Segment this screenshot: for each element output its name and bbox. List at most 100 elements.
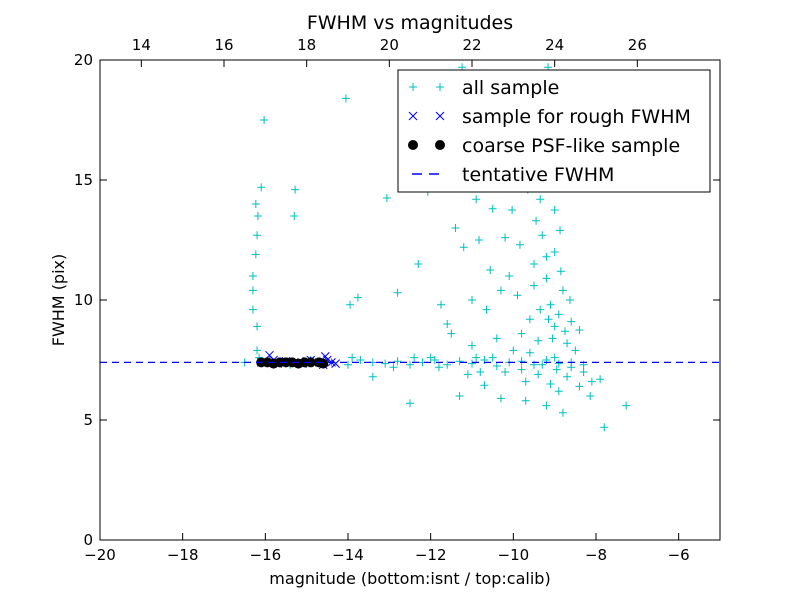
x-tick-label: −14 <box>332 546 364 564</box>
data-point-plus <box>554 359 563 368</box>
data-point-plus <box>486 266 495 274</box>
legend-marker-icon <box>435 140 445 150</box>
data-point-plus <box>538 231 547 240</box>
data-point-plus <box>579 368 588 376</box>
x-tick-label: −10 <box>498 546 530 564</box>
data-point-plus <box>475 236 484 244</box>
data-point-plus <box>382 194 391 202</box>
data-point-plus <box>393 288 402 297</box>
data-point-plus <box>556 267 565 276</box>
data-point-plus <box>501 368 510 376</box>
data-point-plus <box>517 329 526 338</box>
data-point-plus <box>463 370 472 379</box>
data-point-plus <box>515 240 524 249</box>
data-point-plus <box>550 248 559 256</box>
data-point-plus <box>406 360 414 369</box>
data-point-crdotss <box>331 359 340 368</box>
legend-label: tentative FWHM <box>462 164 614 186</box>
top-x-tick-label: 24 <box>545 36 564 54</box>
data-point-plus <box>561 327 569 336</box>
x-tick-label: −6 <box>668 546 690 564</box>
data-point-plus <box>443 360 452 369</box>
top-x-tick-label: 26 <box>628 36 647 54</box>
data-point-plus <box>532 216 541 225</box>
data-point-plus <box>546 300 555 309</box>
x-axis-label: magnitude (bottom:isnt / top:calib) <box>269 569 550 588</box>
data-point-plus <box>253 346 262 355</box>
data-point-plus <box>434 363 443 372</box>
data-point-plus <box>248 272 257 280</box>
data-point-plus <box>600 423 609 432</box>
data-point-plus <box>492 362 501 370</box>
data-point-plus <box>536 305 545 314</box>
data-point-plus <box>554 387 563 396</box>
legend-marker-icon <box>435 111 445 121</box>
top-x-tick-label: 20 <box>380 36 399 54</box>
data-point-plus <box>410 353 419 362</box>
data-point-plus <box>544 315 553 324</box>
data-point-plus <box>437 300 445 309</box>
data-point-plus <box>501 233 510 242</box>
data-point-plus <box>341 94 350 103</box>
data-point-plus <box>554 310 563 319</box>
data-point-plus <box>530 260 538 268</box>
data-point-plus <box>290 212 299 220</box>
data-point-plus <box>455 392 464 400</box>
top-x-tick-label: 18 <box>297 36 316 54</box>
data-point-plus <box>558 408 567 417</box>
data-point-plus <box>517 357 526 366</box>
data-point-plus <box>459 243 468 252</box>
data-point-plus <box>505 272 514 280</box>
data-point-plus <box>468 341 476 350</box>
data-point-plus <box>542 274 551 283</box>
data-point-plus <box>567 317 576 326</box>
data-point-plus <box>251 250 260 259</box>
data-point-plus <box>575 326 584 334</box>
data-point-plus <box>480 381 489 390</box>
data-point-dot <box>318 358 329 369</box>
y-tick-label: 10 <box>74 291 93 309</box>
data-point-plus <box>368 372 377 381</box>
data-point-plus <box>525 315 534 324</box>
data-point-plus <box>353 293 362 302</box>
x-tick-label: −18 <box>167 546 199 564</box>
legend-marker-icon <box>436 83 444 91</box>
data-point-plus <box>381 359 390 368</box>
data-point-plus <box>530 281 538 290</box>
legend-label: sample for rough FWHM <box>462 106 691 128</box>
x-tick-label: −20 <box>84 546 116 564</box>
data-point-plus <box>558 286 567 295</box>
y-tick-label: 0 <box>83 531 93 549</box>
data-point-plus <box>496 286 505 295</box>
data-point-plus <box>468 359 476 368</box>
data-point-plus <box>586 392 595 400</box>
legend-marker-icon <box>409 83 417 91</box>
data-point-plus <box>451 224 460 232</box>
x-tick-label: −16 <box>250 546 282 564</box>
data-point-plus <box>534 336 543 345</box>
data-point-plus <box>253 212 262 220</box>
data-point-plus <box>356 356 365 364</box>
data-point-plus <box>406 399 414 408</box>
data-point-plus <box>447 329 456 338</box>
data-point-plus <box>251 200 260 208</box>
legend-entry: sample for rough FWHM <box>408 106 691 128</box>
data-point-plus <box>414 260 423 268</box>
data-point-plus <box>260 116 269 124</box>
data-point-plus <box>472 353 481 362</box>
y-tick-label: 20 <box>74 51 93 69</box>
data-point-plus <box>346 300 355 309</box>
data-point-plus <box>291 185 300 194</box>
legend-label: coarse PSF-like sample <box>462 135 680 157</box>
legend-marker-icon <box>408 111 418 121</box>
data-point-plus <box>571 346 580 355</box>
data-point-plus <box>552 365 561 374</box>
top-x-tick-label: 22 <box>462 36 481 54</box>
data-point-plus <box>622 401 631 410</box>
data-point-plus <box>556 226 565 235</box>
legend-marker-icon <box>408 140 418 150</box>
data-point-plus <box>563 372 572 381</box>
legend-entry: tentative FWHM <box>412 164 614 186</box>
legend-label: all sample <box>462 77 559 99</box>
top-x-tick-label: 16 <box>214 36 233 54</box>
